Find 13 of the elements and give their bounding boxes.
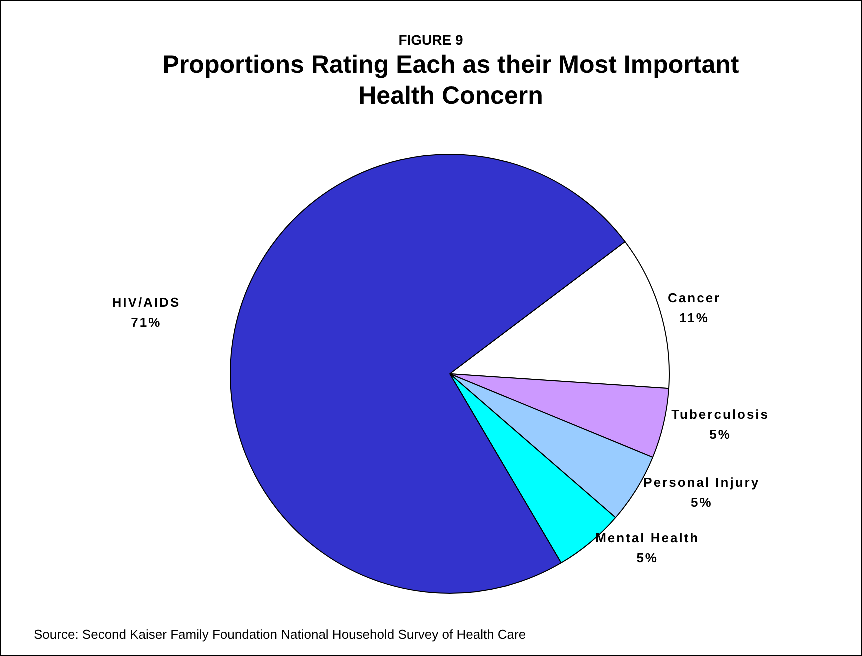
slice-label: Personal Injury <box>644 474 760 490</box>
chart-subtitle: Proportions Rating Each as their Most Important Health Concern <box>162 50 740 112</box>
slice-label: Tuberculosis <box>672 407 770 422</box>
source-note: Source: Second Kaiser Family Foundation National Household Survey of Health Care <box>34 627 526 642</box>
data-label: 5% <box>690 494 713 510</box>
slice-label: HIV/AIDS <box>112 295 181 310</box>
data-label: 71% <box>131 315 162 330</box>
data-label: 11% <box>680 310 710 326</box>
chart-title: FIGURE 9 <box>398 32 464 48</box>
data-label: 5% <box>710 427 732 442</box>
slice-label: Mental Health <box>596 530 700 546</box>
data-label: 5% <box>636 550 658 566</box>
slice-label: Cancer <box>668 290 722 306</box>
